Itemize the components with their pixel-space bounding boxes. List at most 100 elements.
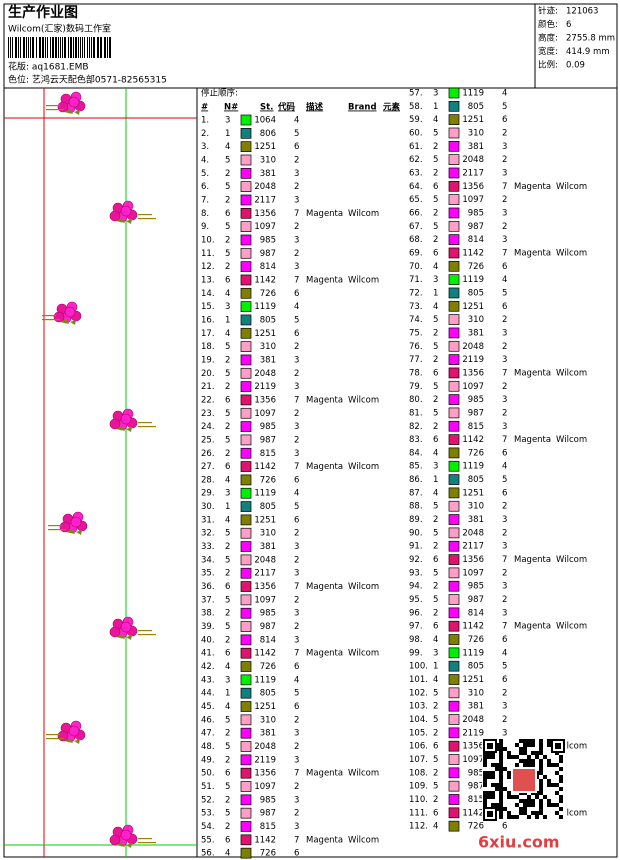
needle: 3	[225, 116, 230, 126]
barcode	[8, 37, 111, 58]
stitches: 1251	[462, 302, 484, 312]
needle: 6	[225, 395, 230, 405]
row-number: 79.	[409, 382, 423, 392]
row-number: 86.	[409, 475, 423, 485]
description: Magenta	[306, 582, 343, 592]
row-number: 25.	[201, 435, 215, 445]
bar	[73, 37, 74, 58]
qr-finder	[555, 743, 561, 749]
stitches: 1097	[462, 755, 484, 765]
qr-cell	[507, 751, 511, 755]
qr-cell	[555, 763, 559, 767]
qr-cell	[523, 807, 527, 811]
row-number: 54.	[201, 822, 215, 832]
qr-cell	[559, 807, 563, 811]
color-swatch	[240, 181, 252, 192]
color-swatch	[448, 154, 460, 165]
code: 2	[502, 195, 507, 205]
code: 2	[294, 555, 299, 565]
row-number: 103.	[409, 702, 428, 712]
qr-cell	[523, 739, 527, 743]
row-number: 55.	[201, 835, 215, 845]
petal	[120, 413, 132, 425]
code: 3	[502, 702, 507, 712]
stitch-text	[46, 109, 64, 111]
stitches: 310	[468, 688, 484, 698]
code: 3	[294, 569, 299, 579]
code: 3	[502, 355, 507, 365]
brand: Wilcom	[348, 209, 379, 219]
design-file: 花版: aq1681.EMB	[8, 61, 89, 73]
color-swatch	[240, 314, 252, 326]
code: 4	[294, 675, 299, 685]
qr-cell	[499, 759, 503, 763]
color-swatch	[448, 460, 460, 472]
color-swatch	[448, 314, 460, 325]
code: 6	[502, 115, 507, 125]
row-number: 2.	[201, 129, 209, 139]
code: 3	[294, 422, 299, 432]
stitches: 1142	[254, 649, 276, 659]
stitch-text	[46, 734, 60, 736]
info-label: 比例:	[538, 60, 558, 71]
bar	[20, 37, 21, 58]
qr-cell	[531, 811, 535, 815]
color-swatch	[448, 594, 460, 605]
stitches: 726	[468, 448, 484, 458]
qr-cell	[559, 755, 563, 759]
row-number: 60.	[409, 128, 423, 138]
code: 3	[502, 208, 507, 218]
bar	[78, 37, 79, 58]
code: 2	[294, 715, 299, 725]
needle: 6	[225, 462, 230, 472]
stitches: 805	[468, 288, 484, 298]
code: 7	[502, 435, 507, 445]
color-swatch	[240, 434, 252, 446]
stitches: 2048	[462, 342, 484, 352]
color-swatch	[240, 274, 252, 286]
stitch-text	[48, 529, 66, 531]
qr-cell	[515, 743, 519, 747]
brand: Wilcom	[556, 368, 587, 378]
color-swatch	[448, 354, 460, 365]
row-number: 23.	[201, 409, 215, 419]
qr-cell	[495, 763, 499, 767]
description: Magenta	[306, 769, 343, 779]
needle: 3	[433, 648, 438, 658]
qr-cell	[511, 795, 515, 799]
flower	[109, 408, 156, 432]
needle: 2	[225, 795, 230, 805]
stitches: 2117	[462, 168, 484, 178]
qr-cell	[499, 743, 503, 747]
bar	[36, 37, 37, 58]
row-number: 69.	[409, 248, 423, 258]
needle: 2	[433, 542, 438, 552]
color-swatch	[448, 220, 460, 232]
row-number: 24.	[201, 422, 215, 432]
bar	[75, 37, 77, 58]
leaf	[116, 634, 132, 640]
needle: 5	[225, 555, 230, 565]
code: 5	[502, 288, 507, 298]
qr-cell	[499, 799, 503, 803]
stitches: 726	[468, 635, 484, 645]
brand: Wilcom	[348, 769, 379, 779]
code: 3	[502, 395, 507, 405]
bar	[45, 37, 46, 58]
qr-cell	[527, 803, 531, 807]
color-swatch	[448, 447, 460, 459]
color-swatch	[448, 380, 460, 392]
qr-cell	[547, 739, 551, 743]
code: 3	[294, 195, 299, 205]
bar	[93, 37, 95, 58]
stitches: 310	[260, 342, 276, 352]
color-swatch	[240, 114, 252, 126]
needle: 5	[433, 755, 438, 765]
qr-cell	[507, 775, 511, 779]
stitch-text	[138, 842, 156, 844]
color-swatch	[448, 287, 460, 299]
qr-cell	[555, 811, 559, 815]
code: 7	[294, 275, 299, 285]
code: 2	[294, 155, 299, 165]
row-number: 78.	[409, 368, 423, 378]
